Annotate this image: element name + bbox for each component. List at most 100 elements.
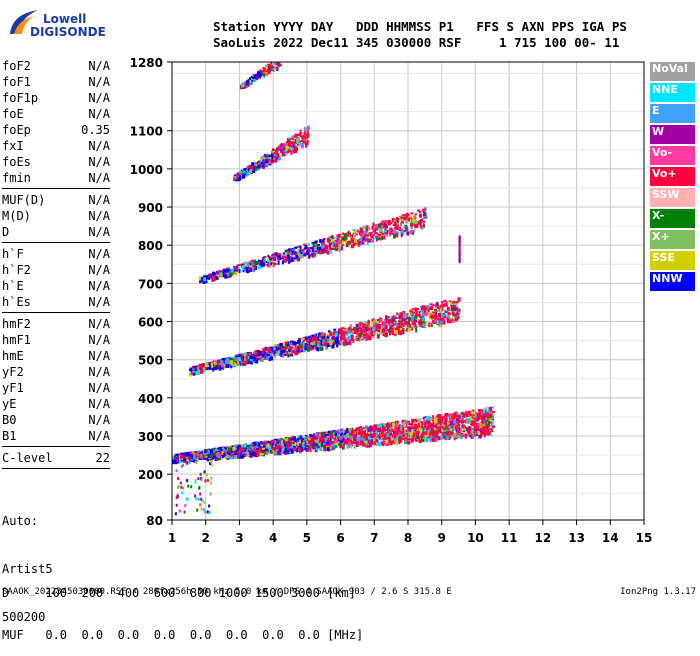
echo-point-trace-3 <box>302 249 304 251</box>
echo-point-trace-1 <box>275 451 277 455</box>
echo-point-trace-2 <box>257 354 260 356</box>
echo-point-trace-3 <box>420 214 422 218</box>
echo-point-trace-1 <box>484 433 486 437</box>
echo-point-trace-2 <box>444 302 446 304</box>
echo-point-trace-1 <box>379 437 381 439</box>
echo-point-trace-2 <box>212 368 214 372</box>
echo-point-trace-1 <box>355 435 357 437</box>
echo-point-trace-2 <box>356 331 358 333</box>
echo-point-trace-2 <box>333 329 336 331</box>
echo-point-trace-1 <box>458 424 460 426</box>
echo-point-trace-3 <box>393 230 396 234</box>
echo-point-trace-1 <box>423 418 425 420</box>
echo-point-trace-2 <box>345 334 348 336</box>
echo-point-trace-2 <box>236 357 239 361</box>
echo-point-trace-2 <box>295 347 297 351</box>
echo-point-trace-2 <box>230 360 233 364</box>
echo-point-trace-1 <box>448 430 450 432</box>
echo-point-trace-1 <box>287 446 290 450</box>
echo-point-trace-2 <box>244 359 246 361</box>
echo-point-trace-3 <box>414 220 417 224</box>
echo-point-trace-3 <box>423 212 426 216</box>
echo-point-trace-1 <box>360 426 362 428</box>
echo-point-trace-2 <box>314 337 317 341</box>
echo-point-trace-1 <box>466 427 468 431</box>
echo-point-trace-1 <box>394 438 397 440</box>
echo-point-trace-3 <box>283 254 285 256</box>
echo-point-trace-3 <box>348 231 350 233</box>
echo-point-trace-1 <box>356 437 359 441</box>
echo-point-trace-2 <box>321 332 324 336</box>
echo-point-trace-1 <box>418 423 420 427</box>
echo-point-trace-1 <box>435 424 437 428</box>
echo-point-trace-2 <box>444 300 446 302</box>
echo-point-trace-1 <box>465 436 467 438</box>
echo-point-trace-3 <box>346 233 348 235</box>
echo-point-trace-1 <box>426 425 429 429</box>
echo-point-trace-3 <box>300 250 302 252</box>
echo-point-trace-3 <box>388 221 391 225</box>
echo-point-trace-1 <box>319 441 321 443</box>
echo-point-trace-1 <box>368 432 370 434</box>
echo-point-trace-2 <box>303 345 305 349</box>
echo-point-trace-2 <box>257 356 260 358</box>
echo-point-trace-2 <box>431 325 433 327</box>
echo-point-trace-2 <box>432 320 434 324</box>
echo-point-trace-3 <box>410 230 413 234</box>
echo-point-trace-2 <box>395 317 398 319</box>
echo-point-trace-3 <box>405 227 408 231</box>
echo-point-trace-1 <box>389 430 391 432</box>
echo-point-trace-2 <box>253 357 255 361</box>
echo-point-trace-2 <box>436 302 439 306</box>
echo-point-trace-1 <box>392 435 394 437</box>
echo-point-trace-1 <box>284 438 286 440</box>
echo-point-trace-3 <box>258 265 261 269</box>
echo-point-trace-3 <box>308 254 311 256</box>
echo-point-trace-1 <box>489 433 492 435</box>
echo-point-trace-1 <box>188 456 191 460</box>
echo-point-trace-2 <box>315 345 317 347</box>
echo-point-trace-2 <box>452 301 455 303</box>
echo-point-trace-2 <box>452 312 454 314</box>
echo-point-trace-2 <box>288 352 291 354</box>
echo-point-trace-1 <box>370 440 372 442</box>
echo-point-trace-1 <box>469 435 471 437</box>
echo-point-trace-2 <box>373 333 375 335</box>
echo-point-trace-3 <box>327 251 330 255</box>
echo-point-trace-2 <box>408 328 411 332</box>
echo-point-trace-3 <box>354 231 356 233</box>
echo-point-trace-3 <box>356 233 358 235</box>
echo-point-trace-3 <box>322 252 324 254</box>
echo-point-trace-1 <box>385 439 388 443</box>
echo-point-trace-2 <box>380 319 383 323</box>
echo-point-trace-3 <box>319 239 321 243</box>
echo-point-trace-2 <box>317 341 320 343</box>
echo-point-trace-2 <box>368 332 370 334</box>
echo-point-trace-3 <box>249 267 251 271</box>
echo-point-trace-3 <box>267 258 269 262</box>
echo-point-trace-1 <box>378 428 381 432</box>
echo-point-trace-2 <box>411 316 414 320</box>
echo-point-trace-1 <box>481 421 483 423</box>
echo-point-trace-1 <box>221 449 223 451</box>
echo-point-trace-2 <box>427 305 429 309</box>
echo-point-trace-2 <box>431 306 433 310</box>
echo-point-trace-1 <box>466 417 468 419</box>
echo-point-trace-1 <box>352 429 355 433</box>
echo-point-trace-1 <box>275 444 277 448</box>
echo-point-trace-3 <box>319 252 321 254</box>
echo-point-trace-1 <box>183 459 186 461</box>
echo-point-trace-1 <box>284 445 286 447</box>
echo-point-trace-1 <box>345 429 347 431</box>
echo-point-trace-2 <box>410 311 413 313</box>
echo-point-trace-1 <box>434 420 437 424</box>
echo-point-trace-1 <box>326 444 328 446</box>
echo-point-trace-2 <box>421 310 424 312</box>
echo-point-trace-1 <box>332 445 335 447</box>
echo-point-trace-2 <box>456 301 458 303</box>
echo-point-trace-2 <box>286 349 288 351</box>
echo-point-trace-1 <box>457 412 459 414</box>
echo-point-trace-1 <box>254 442 257 446</box>
echo-point-trace-2 <box>246 360 248 362</box>
echo-point-trace-1 <box>298 446 301 448</box>
